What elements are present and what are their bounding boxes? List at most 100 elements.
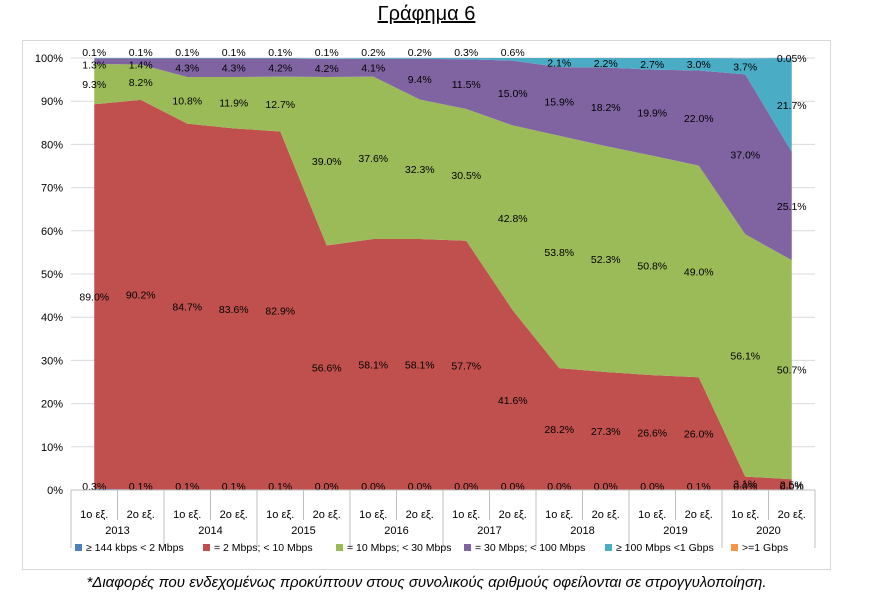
data-label: 11.9%: [219, 98, 248, 110]
data-label: 26.6%: [637, 428, 667, 440]
data-label: 30.5%: [451, 170, 481, 182]
data-label: 21.7%: [777, 100, 807, 112]
legend-swatch: [203, 544, 210, 551]
data-label: 8.2%: [129, 77, 153, 89]
x-tick-year: 2018: [570, 525, 594, 537]
legend-swatch: [464, 544, 471, 551]
data-label: 4.3%: [222, 63, 246, 75]
y-tick-label: 20%: [41, 399, 63, 411]
legend-swatch: [731, 544, 738, 551]
data-label: 9.4%: [408, 74, 432, 86]
data-label: 53.8%: [544, 247, 574, 259]
chart-title: Γράφημα 6: [377, 3, 476, 25]
data-label: 27.3%: [591, 426, 621, 438]
x-tick-semester: 1ο εξ.: [266, 509, 294, 521]
data-label: 84.7%: [172, 302, 202, 314]
data-label: 0.1%: [222, 47, 246, 59]
x-tick-semester: 1ο εξ.: [80, 509, 108, 521]
data-label: 2.5%: [780, 480, 804, 492]
data-label: 37.6%: [358, 153, 388, 165]
data-label: 0.0%: [640, 481, 664, 493]
legend-label: >=1 Gbps: [742, 542, 788, 554]
x-tick-year: 2019: [663, 525, 687, 537]
x-tick-year: 2020: [756, 525, 780, 537]
x-tick-semester: 1ο εξ.: [173, 509, 201, 521]
x-tick-semester: 2ο εξ.: [685, 509, 713, 521]
area-series-2: [94, 64, 792, 480]
legend-label: ≥ 100 Mbps <1 Gbps: [616, 542, 714, 554]
data-label: 0.3%: [454, 47, 478, 59]
legend-swatch: [336, 544, 343, 551]
data-label: 58.1%: [405, 360, 435, 372]
data-label: 42.8%: [498, 213, 528, 225]
x-tick-semester: 2ο εξ.: [406, 509, 434, 521]
x-tick-semester: 2ο εξ.: [127, 509, 155, 521]
y-tick-label: 0%: [47, 485, 63, 497]
data-label: 0.0%: [594, 481, 618, 493]
y-tick-label: 70%: [41, 183, 63, 195]
x-tick-year: 2016: [384, 525, 408, 537]
data-label: 0.0%: [547, 481, 571, 493]
x-tick-semester: 2ο εξ.: [220, 509, 248, 521]
x-tick-semester: 1ο εξ.: [638, 509, 666, 521]
area-series-4: [94, 58, 792, 152]
data-label: 0.1%: [268, 481, 292, 493]
data-label: 0.0%: [501, 481, 525, 493]
data-label: 28.2%: [544, 424, 574, 436]
data-label: 56.6%: [312, 363, 342, 375]
data-label: 12.7%: [265, 99, 295, 111]
data-label: 0.1%: [175, 481, 199, 493]
data-label: 19.9%: [637, 108, 667, 120]
area-series-3: [94, 58, 792, 261]
data-label: 83.6%: [219, 304, 249, 316]
data-label: 52.3%: [591, 254, 621, 266]
chart-frame: 0.3% 0.1% 0.1% 0.1% 0.1% 0.0% 0.0% 0.0% 0.0% 0.0%…: [22, 40, 831, 570]
data-label: 58.1%: [358, 360, 388, 372]
y-tick-label: 80%: [41, 139, 63, 151]
y-tick-label: 60%: [41, 226, 63, 238]
y-tick-label: 10%: [41, 442, 63, 454]
x-tick-semester: 2ο εξ.: [778, 509, 806, 521]
data-label: 41.6%: [498, 395, 528, 407]
legend: ≥ 144 kbps < 2 Mbps = 2 Mbps; < 10 Mbps = …: [75, 542, 788, 554]
data-label: 18.2%: [591, 102, 621, 114]
data-label: 32.3%: [405, 164, 435, 176]
data-label: 0.3%: [82, 481, 106, 493]
data-label: 0.0%: [315, 481, 339, 493]
legend-swatch: [75, 544, 82, 551]
legend-label: = 10 Mbps; < 30 Mbps: [347, 542, 451, 554]
y-tick-label: 40%: [41, 312, 63, 324]
data-label: 26.0%: [684, 428, 714, 440]
x-tick-year: 2014: [198, 525, 222, 537]
data-label: 4.2%: [315, 63, 339, 75]
x-tick-semester: 1ο εξ.: [452, 509, 480, 521]
data-label: 22.0%: [684, 113, 714, 125]
data-label: 0.0%: [361, 481, 385, 493]
data-label: 0.05%: [777, 53, 807, 65]
data-label: 3.0%: [687, 59, 711, 71]
data-label: 0.2%: [408, 47, 432, 59]
data-label: 0.1%: [129, 481, 153, 493]
data-label: 3.7%: [733, 61, 757, 73]
data-label: 4.2%: [268, 63, 292, 75]
data-label: 4.1%: [361, 63, 385, 75]
legend-label: = 2 Mbps; < 10 Mbps: [214, 542, 313, 554]
data-label: 56.1%: [730, 350, 760, 362]
x-tick-semester: 1ο εξ.: [359, 509, 387, 521]
y-tick-label: 100%: [35, 53, 63, 65]
x-axis: 1ο εξ. 2ο εξ. 1ο εξ. 2ο εξ. 1ο εξ. 2ο εξ. 1ο ε…: [70, 489, 816, 548]
data-label: 0.0%: [454, 481, 478, 493]
data-label: 10.8%: [172, 95, 202, 107]
data-label: 2.1%: [547, 58, 571, 70]
x-tick-year: 2017: [477, 525, 501, 537]
data-label: 15.9%: [544, 96, 574, 108]
data-label: 90.2%: [126, 290, 156, 302]
data-labels: 0.3% 0.1% 0.1% 0.1% 0.1% 0.0% 0.0% 0.0% 0.0% 0.0%…: [79, 47, 806, 493]
y-tick-label: 30%: [41, 355, 63, 367]
data-label: 0.1%: [175, 47, 199, 59]
x-tick-semester: 1ο εξ.: [545, 509, 573, 521]
data-label: 0.1%: [129, 47, 153, 59]
data-label: 0.6%: [501, 47, 525, 59]
x-tick-semester: 2ο εξ.: [592, 509, 620, 521]
data-label: 37.0%: [730, 149, 760, 161]
